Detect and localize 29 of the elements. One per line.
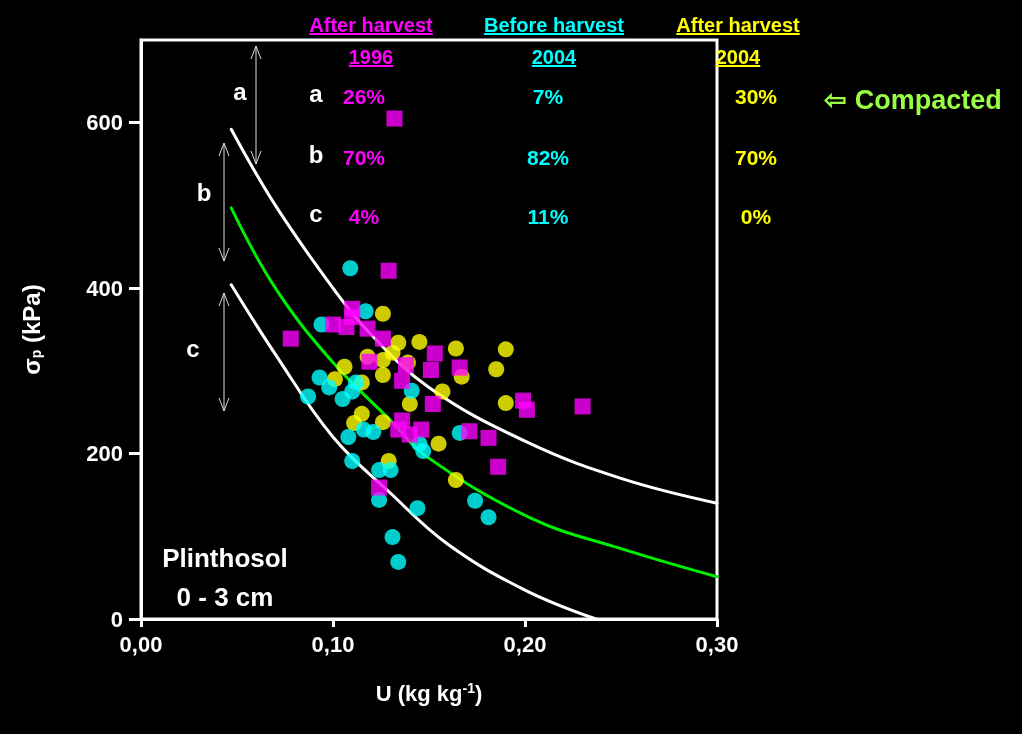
annotation: 82% <box>526 146 570 170</box>
x-tick-label: 0,20 <box>503 631 547 657</box>
y-tick-label: 600 <box>86 110 123 136</box>
annotation: b <box>196 178 212 207</box>
x-tick-label: 0,30 <box>695 631 739 657</box>
y-tick-label: 200 <box>86 441 123 467</box>
text: After harvest 1996 <box>309 14 433 68</box>
text: 30% <box>734 85 778 109</box>
annotation: Plinthosol <box>162 542 288 573</box>
y-axis-title: σp (kPa) <box>17 284 45 375</box>
annotation: 0 - 3 cm <box>176 581 274 612</box>
x-tick-label: 0,00 <box>119 631 163 657</box>
text: 70% <box>734 146 778 170</box>
annotation: b <box>308 140 324 169</box>
x-tick-label: 0,10 <box>311 631 355 657</box>
text: 0% <box>740 205 772 229</box>
y-tick-label: 400 <box>86 275 123 301</box>
text: Before harvest 2004 <box>483 14 625 68</box>
annotation: 70% <box>342 146 386 170</box>
annotation: a <box>309 79 323 108</box>
annotation: 11% <box>527 205 569 229</box>
y-tick-label: 0 <box>110 606 123 632</box>
annotation: c <box>309 199 323 228</box>
annotation: 26% <box>342 85 386 109</box>
text: ⇦ Compacted <box>824 85 1002 116</box>
annotation: a <box>233 77 247 106</box>
annotation: 4% <box>348 205 380 229</box>
annotation: 7% <box>532 85 564 109</box>
annotation: c <box>186 334 200 363</box>
